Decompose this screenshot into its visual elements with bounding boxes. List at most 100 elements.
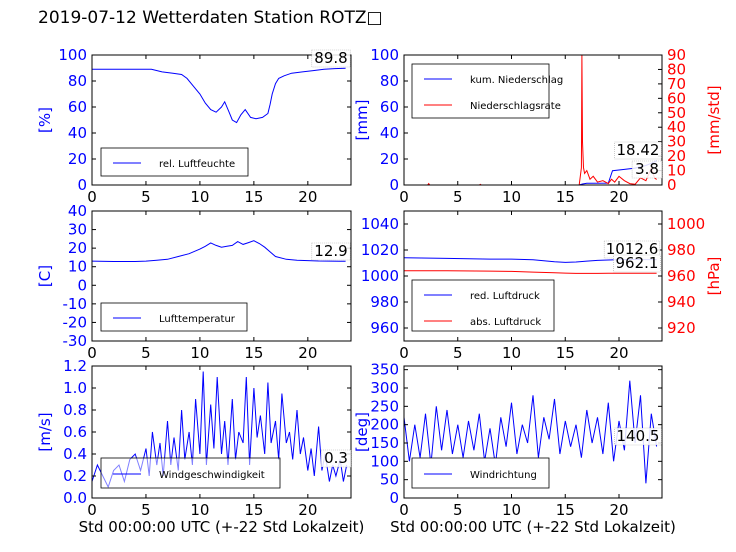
value-label: 140.5 (617, 427, 660, 445)
value-label: 3.8 (635, 160, 659, 178)
legend-box (100, 457, 281, 489)
panel-humidity: 0 5 10 15 20 0 20 40 60 80 100 [%] rel. Luftfeuchte 8… (36, 46, 352, 206)
y2-tick-label: 50 (667, 104, 686, 122)
y-tick-label: 60 (68, 98, 87, 116)
x-tick-label: 20 (298, 344, 317, 362)
legend-label: Windgeschwindigkeit (159, 470, 265, 481)
plot-frame (403, 54, 663, 186)
y-tick-label: 20 (68, 150, 87, 168)
x-tick-label: 5 (141, 188, 151, 206)
y-tick-label: 1020 (361, 241, 399, 259)
y2-tick-label: 0 (667, 176, 677, 194)
y-tick-label: 100 (58, 46, 87, 64)
y-tick-label: 0.0 (63, 489, 87, 507)
x-tick-label: 10 (190, 344, 209, 362)
y-axis-label: [C] (36, 265, 54, 287)
value-label-box (613, 254, 661, 273)
x-tick-label: 5 (141, 344, 151, 362)
value-label-box (311, 242, 351, 261)
y-tick-label: 980 (370, 293, 399, 311)
y-tick-label: 40 (68, 202, 87, 220)
x-tick-label: 10 (502, 344, 521, 362)
series-line-temperature-0 (91, 240, 346, 262)
legend-label: abs. Luftdruck (470, 317, 541, 328)
legend: Windrichtung (411, 457, 550, 489)
value-label-box (614, 141, 662, 160)
y-tick-label: 60 (380, 98, 399, 116)
series-line-humidity-0 (92, 67, 346, 124)
y-tick-label: 10 (68, 258, 87, 276)
x-tick-label: 0 (87, 501, 97, 519)
y-tick-label: 150 (370, 434, 399, 452)
panel-temperature: 0 5 10 15 20-30-20-10010203040[C]Lufttempera… (36, 202, 352, 362)
value-label: 1012.6 (606, 240, 659, 258)
panel-windspeed: 0 5 10 15 20 0.0 0.2 0.4 0.6 0.8 1.0 1.2 [m/s] Std 00… (36, 357, 364, 536)
y2-axis-label: [mm/std] (705, 85, 723, 154)
value-label: 12.9 (314, 242, 347, 260)
panel-pressure: 0 5 10 15 20 960 980 1000 1020 1040 920 940 960 980 10… (361, 210, 723, 362)
y-tick-label: 1.0 (63, 379, 87, 397)
y-tick-label: 100 (370, 452, 399, 470)
plot-frame (91, 210, 352, 342)
y2-tick-label: 40 (667, 118, 686, 136)
legend: Lufttemperatur (100, 302, 248, 332)
y-tick-label: 20 (68, 239, 87, 257)
x-tick-label: 10 (502, 188, 521, 206)
x-tick-label: 15 (244, 188, 263, 206)
value-label-box (320, 449, 352, 468)
value-label: 18.42 (617, 141, 660, 159)
y-tick-label: 1040 (361, 215, 399, 233)
x-tick-label: 5 (453, 344, 463, 362)
legend-box (411, 63, 550, 119)
y-axis-label: [mm] (353, 100, 371, 141)
x-tick-label: 20 (609, 501, 628, 519)
y-tick-label: 80 (380, 72, 399, 90)
x-axis-label: Std 00:00:00 UTC (+-22 Std Lokalzeit) (79, 518, 365, 536)
x-tick-label: 20 (609, 344, 628, 362)
y-tick-label: 40 (380, 124, 399, 142)
legend-label: Niederschlagsrate (470, 101, 561, 112)
panel-precipitation: 0 5 10 15 200204060801000102030405060708090[… (353, 46, 723, 206)
y-tick-label: 0.2 (63, 467, 87, 485)
y-tick-label: 80 (68, 72, 87, 90)
legend-box (100, 302, 248, 332)
y2-tick-label: 30 (667, 133, 686, 151)
x-tick-label: 0 (87, 344, 97, 362)
series-line-winddirection-0 (403, 380, 658, 484)
value-label: 0.3 (324, 449, 348, 467)
y2-tick-label: 80 (667, 60, 686, 78)
y-tick-label: -10 (63, 295, 88, 313)
x-tick-label: 15 (244, 501, 263, 519)
y2-tick-label: 90 (667, 46, 686, 64)
plot-frame (403, 365, 663, 499)
figure-title: 2019-07-12 Wetterdaten Station ROTZ□ (38, 8, 383, 28)
x-tick-label: 0 (87, 188, 97, 206)
legend-label: red. Luftdruck (470, 291, 540, 302)
x-tick-label: 0 (399, 188, 409, 206)
y-tick-label: 30 (68, 221, 87, 239)
y-tick-label: 0 (389, 176, 399, 194)
x-tick-label: 5 (453, 501, 463, 519)
legend-box (100, 147, 249, 177)
value-label-box (631, 160, 663, 179)
y2-tick-label: 70 (667, 75, 686, 93)
y-tick-label: 50 (380, 471, 399, 489)
x-tick-label: 10 (190, 188, 209, 206)
y-tick-label: 1000 (361, 267, 399, 285)
y-tick-label: 20 (380, 150, 399, 168)
y-tick-label: 250 (370, 397, 399, 415)
y2-tick-label: 940 (667, 293, 696, 311)
y-axis-label: [deg] (353, 412, 371, 452)
y-tick-label: 0.6 (63, 423, 87, 441)
legend: Windgeschwindigkeit (100, 457, 281, 489)
y-tick-label: 0.8 (63, 401, 87, 419)
x-tick-label: 0 (399, 344, 409, 362)
y-tick-label: 40 (68, 124, 87, 142)
y-axis-label: [m/s] (36, 412, 54, 451)
y-tick-label: 0 (389, 489, 399, 507)
y-tick-label: -20 (63, 313, 88, 331)
value-label: 962.1 (616, 254, 659, 272)
y-axis-label: [%] (36, 107, 54, 133)
x-tick-label: 10 (502, 501, 521, 519)
